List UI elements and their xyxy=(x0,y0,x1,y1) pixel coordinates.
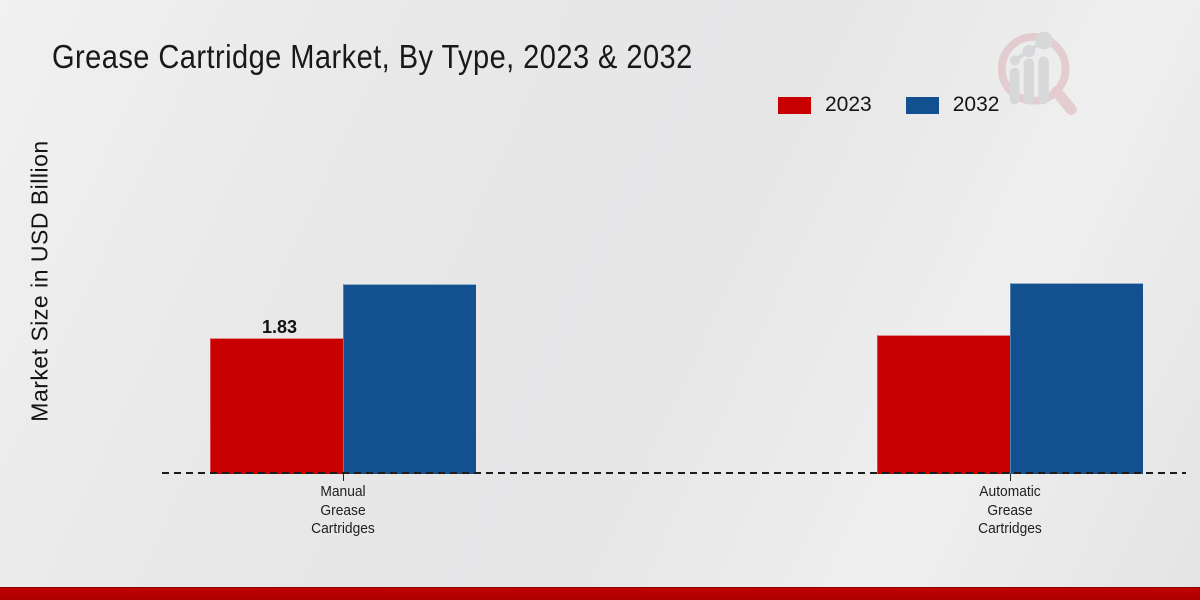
chart-title: Grease Cartridge Market, By Type, 2023 &… xyxy=(52,38,693,75)
legend-swatch-2023-icon xyxy=(778,96,811,114)
legend-item-2032: 2032 xyxy=(905,93,1000,117)
magnifier-bar-chart-watermark-icon xyxy=(998,31,1077,116)
x-label-automatic: Automatic Grease Cartridges xyxy=(978,483,1042,537)
x-axis-baseline xyxy=(162,472,1186,474)
bar-2023-group1 xyxy=(877,335,1010,474)
x-tick-manual xyxy=(343,474,344,481)
footer-red-strip xyxy=(0,587,1200,600)
bar-2032-group1 xyxy=(1010,283,1143,474)
legend-label-2023: 2023 xyxy=(825,93,872,116)
legend-item-2023: 2023 xyxy=(778,93,872,117)
bar-2032-group0 xyxy=(343,284,476,474)
legend: 2023 2032 xyxy=(778,93,999,117)
legend-swatch-2032-icon xyxy=(905,96,939,114)
bar-2023-group0 xyxy=(210,338,343,474)
bar-value-label: 1.83 xyxy=(261,317,298,337)
legend-label-2032: 2032 xyxy=(952,93,1000,116)
x-label-manual: Manual Grease Cartridges xyxy=(311,483,375,537)
x-tick-automatic xyxy=(1010,474,1011,481)
